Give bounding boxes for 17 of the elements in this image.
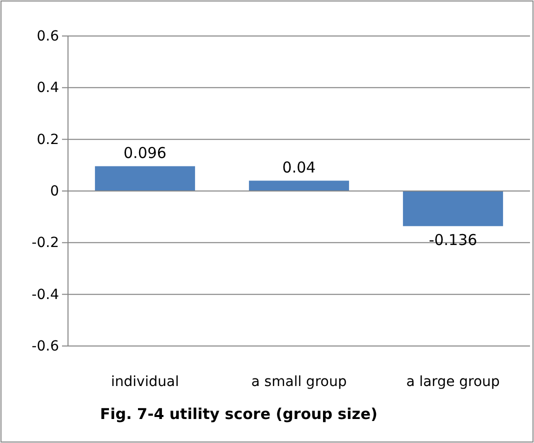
y-tick-label: 0 <box>50 183 59 200</box>
y-tick-label: -0.4 <box>32 286 60 303</box>
data-label: -0.136 <box>428 231 478 250</box>
bar <box>402 191 504 226</box>
y-tick-label: 0.4 <box>36 80 60 96</box>
y-tick-label: -0.6 <box>32 338 60 354</box>
y-tick-label: 0.2 <box>36 132 59 148</box>
x-tick-label: individual <box>111 374 179 390</box>
data-label: 0.096 <box>124 144 166 162</box>
data-label: 0.04 <box>282 158 316 177</box>
x-tick-label: a small group <box>251 374 347 390</box>
x-tick-label: a large group <box>406 374 500 390</box>
text: Fig. 7-4 utility score (group size) <box>100 405 378 423</box>
y-tick-label: -0.2 <box>32 235 59 252</box>
bar <box>94 166 196 191</box>
bar <box>248 180 350 191</box>
y-tick-label: 0.6 <box>36 28 60 44</box>
